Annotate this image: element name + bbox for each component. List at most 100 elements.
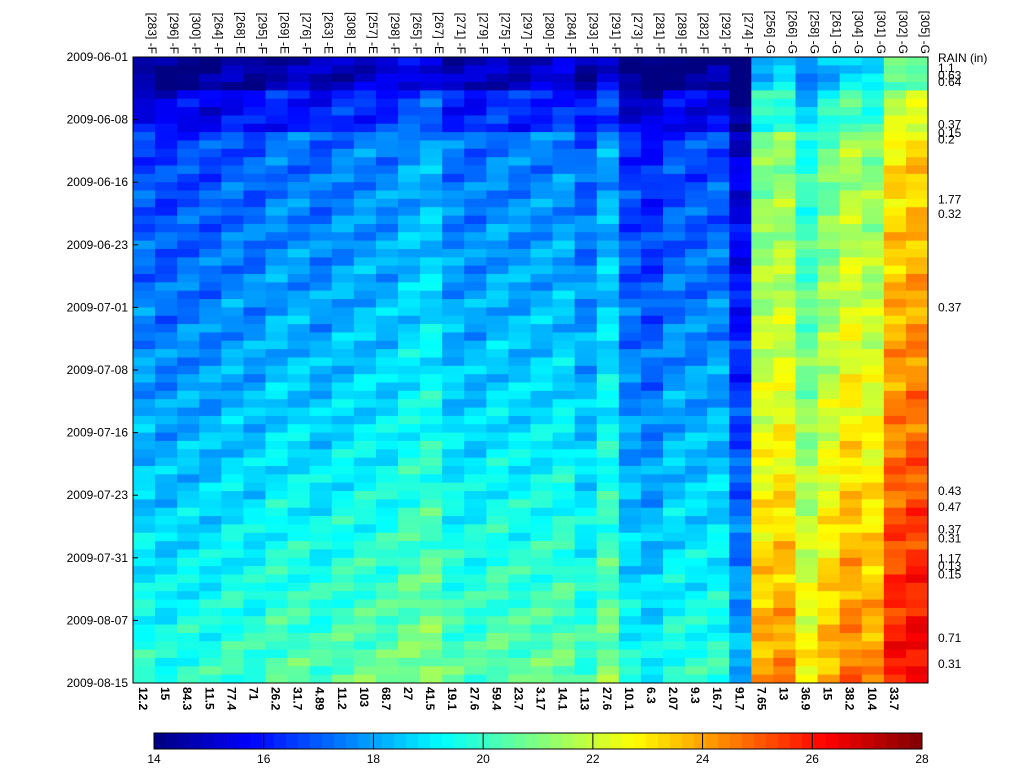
heatmap-cell [905,140,929,150]
heatmap-cell [420,641,443,651]
heatmap-cell [905,457,929,467]
heatmap-cell [729,666,752,676]
heatmap-cell [133,415,156,425]
heatmap-cell [442,82,465,91]
heatmap-cell [773,407,796,417]
heatmap-cell [817,432,841,442]
colorbar-segment [550,733,563,749]
heatmap-cell [618,232,642,242]
heatmap-cell [574,365,598,375]
heatmap-cell [398,532,421,542]
heatmap-cell [199,207,222,216]
heatmap-cell [464,207,487,216]
heatmap-cell [905,449,929,459]
heatmap-cell [574,674,598,684]
heatmap-cell [707,340,730,350]
heatmap-cell [795,157,818,166]
heatmap-cell [618,248,642,258]
heatmap-cell [729,307,752,317]
heatmap-cell [596,574,620,584]
heatmap-cell [905,257,929,267]
heatmap-cell [398,374,421,383]
heatmap-cell [883,616,907,625]
heatmap-cell [155,82,178,91]
heatmap-cell [817,641,841,651]
heatmap-cell [685,674,708,684]
heatmap-cell [618,73,642,83]
heatmap-cell [221,607,244,617]
heatmap-cell [486,290,509,300]
heatmap-cell [442,674,465,684]
heatmap-cell [905,274,929,283]
heatmap-cell [883,132,907,141]
heatmap-cell [707,449,730,459]
heatmap-cell [795,607,818,617]
heatmap-cell [883,516,907,525]
heatmap-cell [375,374,399,383]
heatmap-cell [331,632,355,642]
heatmap-cell [508,215,531,225]
heatmap-cell [552,424,576,433]
heatmap-cell [464,415,487,425]
heatmap-cell [309,190,333,200]
heatmap-cell [552,449,576,459]
heatmap-cell [508,290,531,300]
heatmap-cell [663,532,686,542]
heatmap-cell [508,399,531,408]
heatmap-cell [773,265,796,275]
heatmap-cell [464,649,487,659]
heatmap-cell [309,482,333,492]
heatmap-cell [420,107,443,116]
heatmap-cell [464,132,487,141]
heatmap-cell [353,182,377,191]
heatmap-cell [177,115,200,125]
heatmap-cell [905,282,929,292]
column-value-label: 11.5 [202,687,216,710]
heatmap-cell [221,57,244,66]
heatmap-cell [618,574,642,584]
heatmap-cell [265,57,288,66]
heatmap-cell [353,390,377,400]
heatmap-cell [486,449,509,459]
heatmap-cell [707,657,730,667]
heatmap-cell [861,182,885,191]
heatmap-cell [375,207,399,216]
heatmap-cell [685,332,708,342]
heatmap-cell [221,190,244,200]
heatmap-cell [486,607,509,617]
heatmap-cell [177,332,200,342]
heatmap-cell [905,516,929,525]
heatmap-cell [729,516,752,525]
heatmap-cell [353,649,377,659]
heatmap-cell [221,516,244,525]
heatmap-cell [795,574,818,584]
heatmap-cell [839,624,863,634]
heatmap-cell [309,507,333,517]
heatmap-cell [221,115,244,125]
heatmap-cell [773,541,796,550]
column-value-label: 71 [247,687,261,701]
heatmap-cell [663,616,686,625]
heatmap-cell [265,624,288,634]
heatmap-cell [552,190,576,200]
heatmap-cell [552,157,576,166]
heatmap-cell [265,223,288,233]
heatmap-cell [508,632,531,642]
column-value-label: 19.1 [445,687,459,711]
heatmap-cell [640,274,664,283]
heatmap-cell [133,90,156,100]
heatmap-cell [265,424,288,433]
heatmap-cell [375,123,399,133]
column-label: [295] -F [256,13,270,54]
heatmap-cell [486,616,509,625]
heatmap-cell [596,624,620,634]
heatmap-cell [751,407,774,417]
heatmap-cell [530,215,553,225]
heatmap-cell [133,324,156,333]
heatmap-cell [795,407,818,417]
heatmap-cell [265,607,288,617]
heatmap-cell [398,223,421,233]
colorbar-segment [706,733,719,749]
heatmap-cell [729,541,752,550]
heatmap-cell [309,674,333,684]
